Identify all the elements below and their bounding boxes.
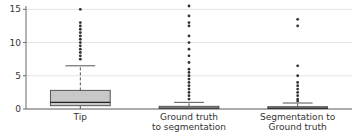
box bbox=[159, 106, 219, 108]
outlier bbox=[79, 41, 82, 44]
outlier bbox=[79, 58, 82, 61]
outlier bbox=[188, 61, 191, 64]
grid-line bbox=[26, 9, 352, 10]
grid-line bbox=[26, 75, 352, 76]
outlier bbox=[296, 84, 299, 87]
outlier bbox=[296, 64, 299, 67]
whisker-cap bbox=[174, 102, 204, 103]
outlier bbox=[188, 81, 191, 84]
outlier bbox=[188, 21, 191, 24]
grid-line bbox=[26, 42, 352, 43]
outlier bbox=[188, 88, 191, 91]
plot-area bbox=[50, 5, 327, 109]
outlier bbox=[188, 48, 191, 51]
outlier bbox=[188, 74, 191, 77]
outlier bbox=[79, 21, 82, 24]
outlier bbox=[188, 94, 191, 97]
outlier bbox=[79, 54, 82, 57]
outlier bbox=[296, 94, 299, 97]
outlier bbox=[188, 25, 191, 28]
outlier bbox=[296, 98, 299, 101]
outlier bbox=[188, 68, 191, 71]
outlier bbox=[188, 35, 191, 38]
whisker bbox=[189, 102, 190, 106]
x-tick-label: Segmentation toGround truth bbox=[260, 112, 336, 132]
y-tick-label: 0 bbox=[15, 104, 21, 114]
outlier bbox=[79, 38, 82, 41]
outlier bbox=[79, 48, 82, 51]
y-tick-label: 10 bbox=[10, 38, 22, 48]
outlier bbox=[188, 91, 191, 94]
box bbox=[50, 90, 110, 105]
whisker bbox=[80, 66, 81, 91]
outlier bbox=[296, 81, 299, 84]
median bbox=[50, 102, 110, 103]
y-axis bbox=[26, 6, 27, 109]
box bbox=[268, 107, 328, 109]
y-tick-label: 5 bbox=[15, 71, 21, 81]
whisker bbox=[297, 103, 298, 107]
outlier bbox=[79, 35, 82, 38]
chart: 0 5 10 15 Tip Ground truthto segmentation Segm… bbox=[0, 0, 360, 135]
outlier bbox=[79, 44, 82, 47]
outlier bbox=[188, 71, 191, 74]
outlier bbox=[79, 28, 82, 31]
x-tick-label: Tip bbox=[73, 112, 88, 122]
outlier bbox=[188, 84, 191, 87]
outlier bbox=[79, 8, 82, 11]
outlier bbox=[296, 18, 299, 21]
outlier bbox=[188, 15, 191, 18]
outlier bbox=[188, 5, 191, 8]
outlier bbox=[188, 78, 191, 81]
outlier bbox=[188, 98, 191, 101]
outlier bbox=[296, 88, 299, 91]
outlier bbox=[188, 41, 191, 44]
outlier bbox=[296, 91, 299, 94]
median bbox=[159, 107, 219, 108]
outlier bbox=[79, 25, 82, 28]
x-tick-label: Ground truthto segmentation bbox=[152, 112, 226, 132]
whisker-cap bbox=[65, 65, 95, 66]
outlier bbox=[296, 25, 299, 28]
median bbox=[268, 108, 328, 109]
outlier bbox=[79, 51, 82, 54]
y-tick-label: 15 bbox=[10, 4, 21, 14]
outlier bbox=[79, 31, 82, 34]
whisker-cap bbox=[283, 103, 313, 104]
outlier bbox=[296, 74, 299, 77]
outlier bbox=[188, 54, 191, 57]
